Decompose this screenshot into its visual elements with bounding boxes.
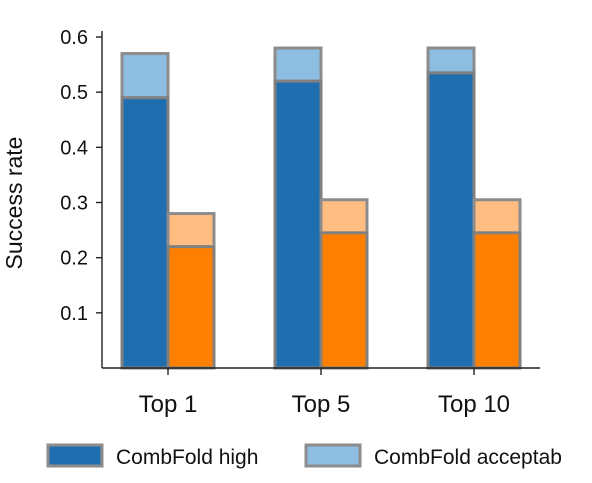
y-tick-label: 0.6 [60,27,88,49]
legend-label: CombFold high [116,446,258,469]
y-tick-label: 0.5 [60,82,88,104]
bar-combfold-high [426,71,476,370]
y-ticks: 0.1 0.2 0.3 0.4 0.5 0.6 [60,27,102,325]
x-tick-label: Top 5 [292,391,351,418]
bars-layer [120,46,522,370]
y-tick-label: 0.1 [60,303,88,325]
legend-label: CombFold acceptab [374,446,562,469]
x-ticks: Top 1 Top 5 Top 10 [139,368,510,418]
y-axis-title: Success rate [1,137,27,270]
bar-other-high [166,245,216,370]
bar-other-high [319,231,369,370]
legend-swatch [46,443,104,468]
y-tick-label: 0.4 [60,137,88,159]
x-tick-label: Top 1 [139,391,198,418]
bar-combfold-high [120,96,170,370]
bar-other-high [472,231,522,370]
legend: CombFold high CombFold acceptab [46,443,562,469]
y-tick-label: 0.2 [60,248,88,270]
bar-combfold-high [273,79,323,370]
legend-swatch [304,443,362,468]
x-tick-label: Top 10 [438,391,510,418]
y-tick-label: 0.3 [60,193,88,215]
